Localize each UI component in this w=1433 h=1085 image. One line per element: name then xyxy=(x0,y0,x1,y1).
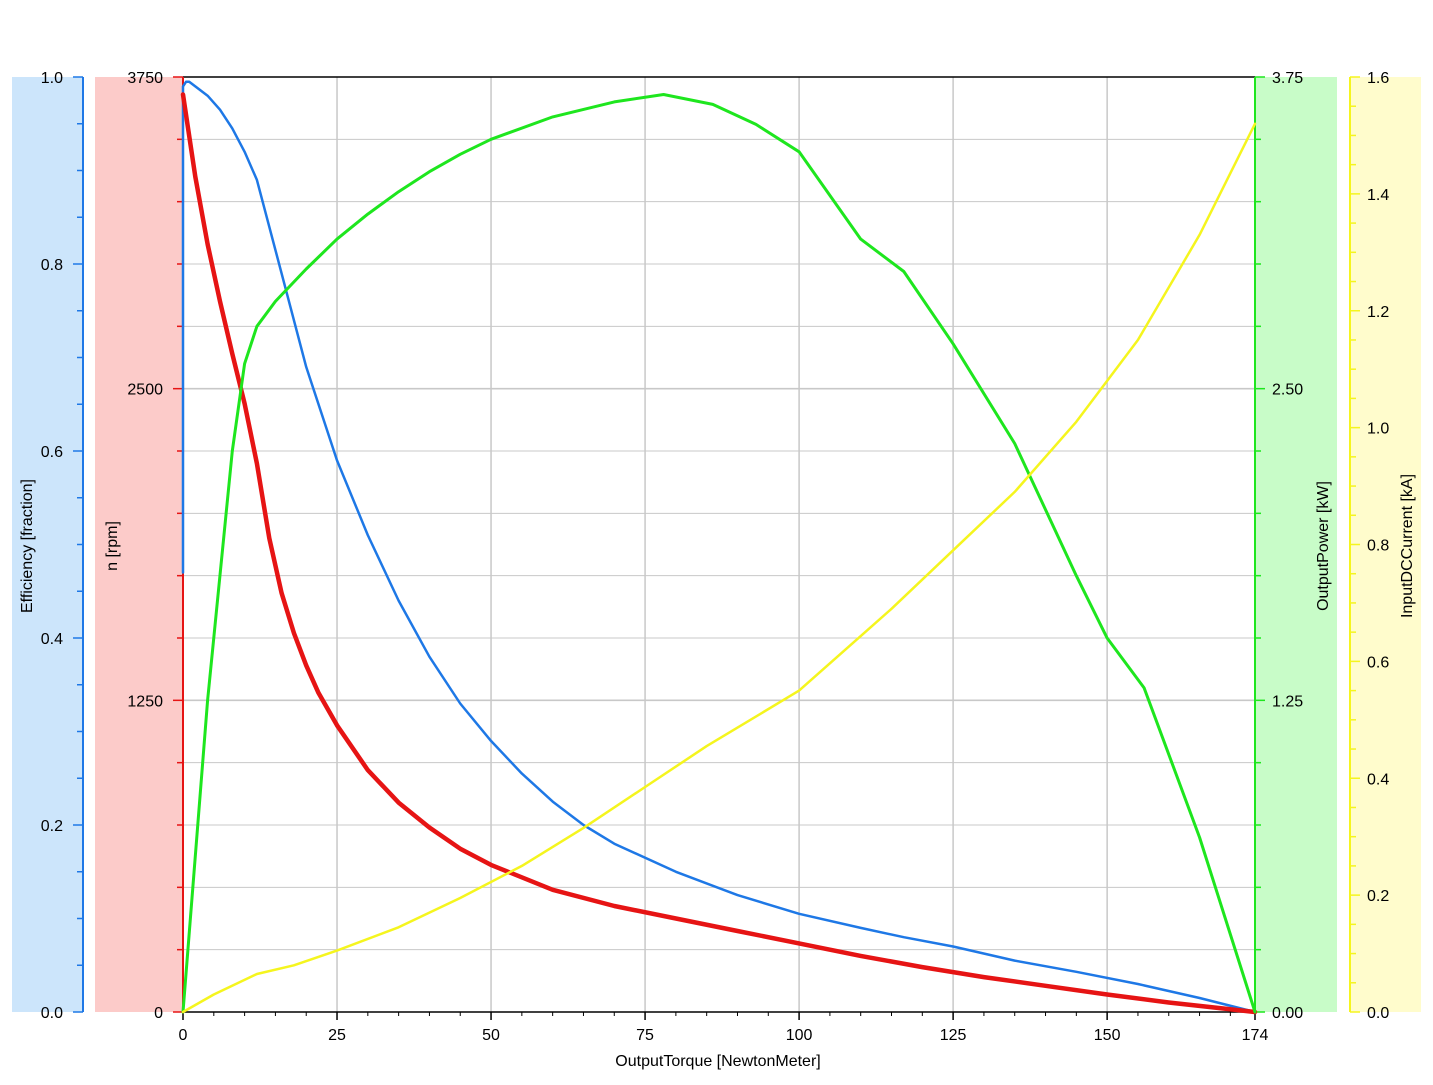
current-tick-label: 1.4 xyxy=(1367,187,1389,204)
current-axis-label: InputDCCurrent [kA] xyxy=(1399,474,1416,618)
current-tick-label: 0.4 xyxy=(1367,771,1389,788)
x-tick-label: 75 xyxy=(636,1027,654,1044)
power-tick-label: 2.50 xyxy=(1272,382,1303,399)
x-axis-label: OutputTorque [NewtonMeter] xyxy=(615,1053,820,1070)
current-tick-label: 0.8 xyxy=(1367,538,1389,555)
speed-tick-label: 1250 xyxy=(127,693,163,710)
x-tick-label: 125 xyxy=(940,1027,967,1044)
efficiency-tick-label: 1.0 xyxy=(41,70,63,87)
power-tick-label: 3.75 xyxy=(1272,70,1303,87)
axes: 0 25 50 75 100 125 150 174 0.0 0.2 0.4 0.6 0.8 1.0 0 12… xyxy=(41,70,1390,1044)
current-tick-label: 0.0 xyxy=(1367,1005,1389,1022)
current-tick-label: 1.0 xyxy=(1367,421,1389,438)
efficiency-tick-label: 0.8 xyxy=(41,257,63,274)
x-tick-label: 150 xyxy=(1094,1027,1121,1044)
efficiency-tick-label: 0.0 xyxy=(41,1005,63,1022)
speed-axis-band xyxy=(95,77,182,1012)
current-tick-label: 1.6 xyxy=(1367,70,1389,87)
efficiency-axis-band xyxy=(12,77,83,1012)
current-tick-label: 0.2 xyxy=(1367,888,1389,905)
speed-tick-label: 0 xyxy=(154,1005,163,1022)
speed-tick-label: 3750 xyxy=(127,70,163,87)
speed-series-line xyxy=(180,92,1258,1015)
x-tick-label: 25 xyxy=(328,1027,346,1044)
x-tick-label: 50 xyxy=(482,1027,500,1044)
grid-lines xyxy=(183,77,1255,1012)
current-axis-band xyxy=(1350,77,1421,1012)
current-tick-label: 0.6 xyxy=(1367,654,1389,671)
efficiency-axis-label: Efficiency [fraction] xyxy=(19,479,36,613)
power-tick-label: 0.00 xyxy=(1272,1005,1303,1022)
current-series-line xyxy=(181,122,1257,1014)
series-lines xyxy=(180,80,1258,1015)
power-axis-label: OutputPower [kW] xyxy=(1315,481,1332,611)
speed-axis-label: n [rpm] xyxy=(104,521,121,571)
x-tick-label: 100 xyxy=(786,1027,813,1044)
power-axis-band xyxy=(1255,77,1337,1012)
current-tick-label: 1.2 xyxy=(1367,304,1389,321)
efficiency-tick-label: 0.6 xyxy=(41,444,63,461)
power-tick-label: 1.25 xyxy=(1272,693,1303,710)
efficiency-tick-label: 0.2 xyxy=(41,818,63,835)
x-tick-label: 174 xyxy=(1242,1027,1269,1044)
efficiency-tick-label: 0.4 xyxy=(41,631,63,648)
efficiency-series-line xyxy=(181,80,1257,1014)
power-series-line xyxy=(181,93,1257,1014)
speed-tick-label: 2500 xyxy=(127,382,163,399)
x-tick-label: 0 xyxy=(179,1027,188,1044)
